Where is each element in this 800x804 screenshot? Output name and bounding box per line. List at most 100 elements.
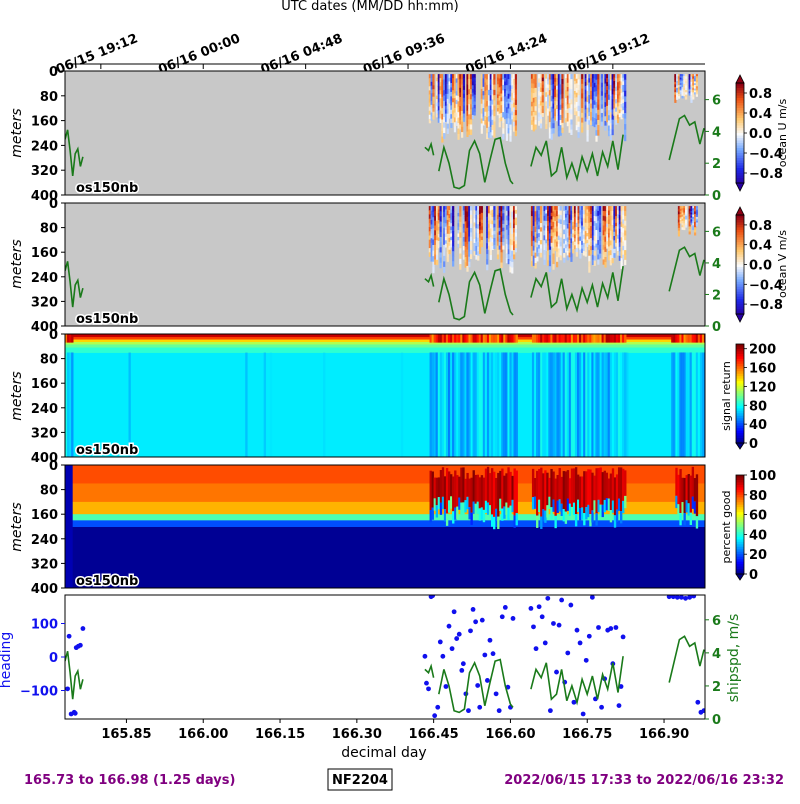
shipspd-tick-label: 4 (712, 257, 721, 272)
depth-tick-label: 80 (40, 484, 58, 499)
shipspd-series-line (438, 136, 514, 190)
percent-good-colorbar: 100 80 60 40 20 0 (735, 469, 776, 583)
ocean-u-ylabel: meters (9, 108, 25, 157)
heading-point (430, 595, 436, 599)
signal-return-ylabel: meters (9, 371, 25, 420)
heading-point (608, 626, 614, 631)
signal-return-y-ticks: 0 80 160 240 320 400 (31, 328, 65, 466)
colorbar-tick-label: 0.8 (749, 219, 772, 234)
ocean-v-y-ticks: 0 80 160 240 320 400 (31, 197, 65, 335)
heading-right-ticks: 0 2 4 6 (705, 614, 721, 728)
decimal-day-tick-label: 166.30 (332, 727, 382, 742)
ocean-u-shipspd-line (65, 114, 705, 190)
heading-point (539, 614, 545, 620)
heading-point (459, 668, 465, 673)
heading-point (559, 597, 565, 603)
shipspd-tick-label: 6 (712, 94, 721, 109)
depth-tick-label: 240 (31, 402, 58, 417)
heading-point (466, 708, 471, 714)
ocean-u-colorbar: 0.8 0.4 0.0 −0.4 −0.8 (735, 74, 783, 192)
heading-point (456, 631, 462, 637)
depth-tick-label: 400 (31, 320, 58, 335)
heading-point (482, 652, 488, 658)
shipspd-series-line (668, 635, 705, 683)
heading-point (449, 646, 455, 652)
heading-point (473, 619, 479, 625)
decimal-day-ticks: 165.85 166.00 166.15 166.30 166.45 166.60 166.… (101, 719, 689, 742)
heading-point (551, 621, 556, 626)
ocean-v-colorbar: 0.8 0.4 0.0 −0.4 −0.8 (735, 206, 783, 323)
shipspd-series-line (530, 134, 624, 183)
shipspd-series-line (424, 663, 435, 678)
depth-tick-label: 400 (31, 189, 58, 204)
footer-cruise-id: NF2204 (332, 773, 388, 788)
percent-good-image (65, 465, 705, 588)
heading-point (589, 595, 595, 600)
heading-point (66, 633, 72, 639)
depth-tick-label: 80 (40, 222, 58, 237)
shipspd-tick-label: 0 (712, 320, 721, 335)
heading-point (574, 627, 580, 633)
heading-point (695, 699, 701, 705)
footer-day-range: 165.73 to 166.98 (1.25 days) (24, 773, 235, 788)
colorbar-tick-label: 0.8 (749, 87, 772, 102)
heading-point (485, 678, 490, 683)
colorbar-tick-label: 100 (749, 469, 776, 484)
top-axis-label: UTC dates (MM/DD hh:mm) (281, 0, 458, 14)
heading-point (65, 686, 70, 692)
heading-point (683, 595, 688, 601)
colorbar-tick-label: −0.8 (749, 298, 783, 313)
ocean-u-y-ticks: 0 80 160 240 320 400 (31, 65, 65, 204)
decimal-day-tick-label: 166.75 (562, 727, 612, 742)
heading-point (618, 684, 624, 689)
ocean-u-colorbar-label: ocean U m/s (776, 99, 789, 168)
shipspd-tick-label: 0 (712, 713, 721, 728)
depth-tick-label: 160 (31, 115, 58, 130)
ocean-u-image (65, 71, 705, 195)
ocean-u-frame (64, 70, 706, 196)
heading-point (424, 680, 429, 686)
ocean-v-shipspd-line (65, 246, 705, 321)
ocean-u-instrument-label: os150nb (76, 181, 138, 196)
signal-return-image (65, 334, 705, 457)
colorbar-tick-label: −0.8 (749, 167, 783, 182)
colorbar-tick-label: 0 (749, 437, 758, 452)
depth-tick-label: 0 (49, 459, 58, 474)
signal-return-colorbar-label: signal return (720, 361, 733, 431)
depth-tick-label: 0 (49, 328, 58, 343)
heading-point (533, 646, 539, 652)
ocean-v-ylabel: meters (9, 239, 25, 288)
colorbar-tick-label: 160 (749, 362, 776, 377)
heading-point (468, 628, 473, 634)
heading-point (470, 607, 476, 612)
heading-frame (64, 594, 706, 720)
heading-point (502, 605, 508, 610)
shipspd-series-line (65, 650, 84, 700)
depth-tick-label: 400 (31, 451, 58, 466)
heading-point (620, 634, 626, 640)
percent-good-instrument-label: os150nb (76, 574, 138, 589)
shipspd-series-line (438, 268, 514, 321)
shipspd-series-line (668, 114, 705, 161)
ocean-v-frame (64, 202, 706, 327)
heading-point (496, 708, 502, 714)
colorbar-tick-label: 0.4 (749, 239, 772, 254)
colorbar-tick-label: 60 (749, 509, 767, 524)
colorbar-tick-label: 0.0 (749, 259, 772, 274)
heading-point (536, 604, 542, 610)
percent-good-ylabel: meters (9, 502, 25, 551)
heading-points (65, 595, 705, 719)
depth-tick-label: 80 (40, 353, 58, 368)
heading-point (542, 640, 548, 646)
heading-point (479, 617, 485, 623)
colorbar-tick-label: 40 (749, 528, 767, 543)
decimal-day-tick-label: 166.90 (639, 727, 689, 742)
shipspd-tick-label: 2 (712, 288, 721, 303)
heading-point (460, 661, 466, 667)
shipspd-tick-label: 4 (712, 647, 721, 662)
heading-point (687, 595, 693, 600)
